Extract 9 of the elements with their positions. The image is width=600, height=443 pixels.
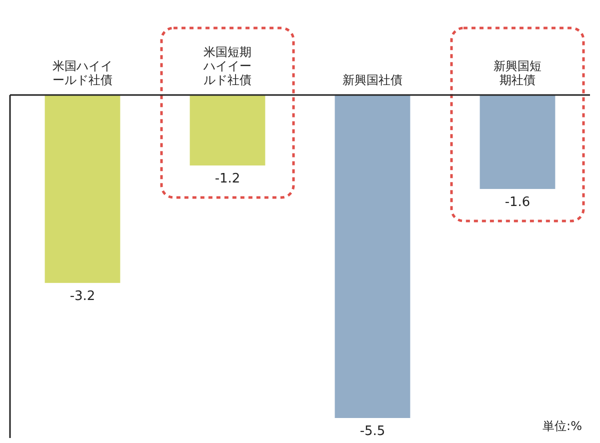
x-tick-label: 新興国短期社債 — [494, 59, 542, 87]
data-label: -5.5 — [360, 424, 386, 439]
x-tick-label: 新興国社債 — [342, 73, 402, 87]
data-label: -1.2 — [214, 171, 240, 186]
x-tick-label: 米国短期ハイイールド社債 — [202, 45, 252, 87]
x-tick-label: 米国ハイイールド社債 — [52, 59, 112, 87]
data-label: -3.2 — [70, 288, 96, 304]
data-label: -1.6 — [504, 194, 530, 210]
text: 単位:% — [542, 419, 582, 433]
